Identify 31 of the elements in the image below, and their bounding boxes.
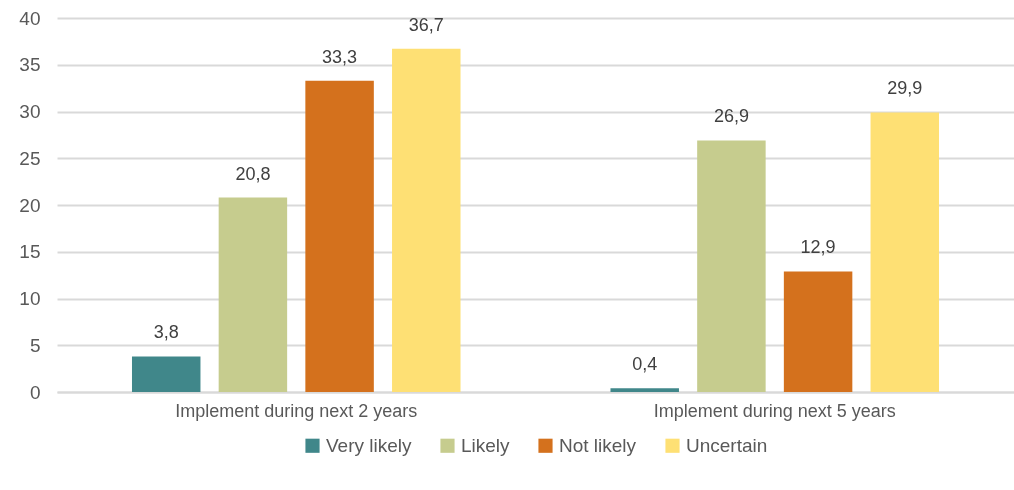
legend-label: Very likely [326, 434, 413, 456]
y-tick-label: 30 [19, 101, 41, 122]
data-label: 29,9 [887, 78, 923, 99]
x-tick-label: Implement during next 5 years [653, 400, 896, 421]
bar [218, 197, 288, 392]
data-label: 26,9 [713, 106, 749, 127]
legend-label: Uncertain [686, 434, 768, 456]
legend-label: Not likely [559, 434, 637, 456]
bar [610, 388, 679, 392]
bar [305, 80, 374, 392]
y-tick-label: 5 [29, 334, 41, 356]
bar [392, 48, 461, 392]
bar [131, 356, 201, 392]
y-tick-label: 15 [19, 241, 41, 263]
data-label: 3,8 [153, 322, 179, 343]
data-label: 33,3 [322, 46, 358, 67]
bar [783, 271, 853, 392]
y-tick-label: 25 [19, 147, 41, 169]
y-tick-label: 40 [19, 7, 41, 29]
y-tick-label: 0 [29, 381, 41, 403]
data-label: 36,7 [408, 14, 444, 35]
y-tick-label: 20 [19, 194, 41, 216]
legend-label: Likely [461, 434, 511, 456]
x-tick-label: Implement during next 2 years [175, 400, 418, 421]
data-label: 12,9 [800, 237, 836, 258]
data-label: 0,4 [632, 354, 658, 375]
y-tick-label: 35 [19, 54, 41, 76]
bar [870, 112, 940, 392]
data-label: 20,8 [235, 163, 271, 184]
y-tick-label: 10 [19, 288, 41, 309]
bar [697, 140, 766, 392]
